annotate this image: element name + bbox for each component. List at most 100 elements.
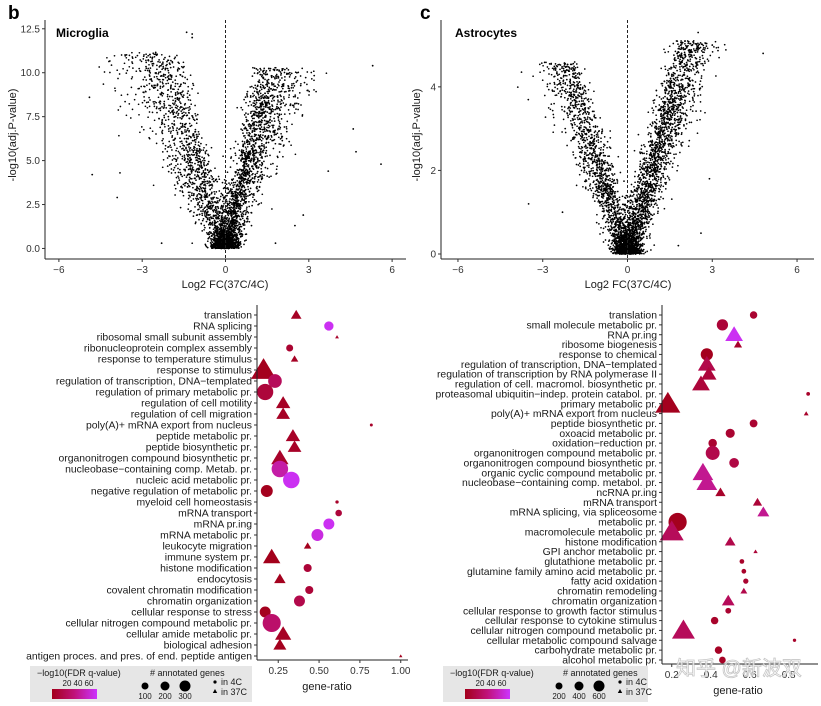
data-point <box>221 224 224 226</box>
data-point <box>283 126 286 128</box>
data-point <box>272 88 275 91</box>
data-point <box>253 130 256 133</box>
data-point <box>276 112 279 115</box>
data-point <box>250 157 253 160</box>
data-point <box>189 74 192 77</box>
data-point <box>310 78 313 80</box>
data-point <box>227 214 230 217</box>
volcano-points-microglia <box>88 31 382 250</box>
data-point <box>158 71 160 74</box>
data-point <box>159 107 162 109</box>
data-point <box>212 198 214 200</box>
data-point <box>246 145 249 148</box>
y-tick-label: 5.0 <box>26 156 40 167</box>
data-point <box>260 69 262 71</box>
data-point <box>190 142 193 144</box>
data-point <box>256 88 258 91</box>
data-point <box>188 146 190 148</box>
data-point <box>238 185 240 188</box>
data-point <box>261 84 264 87</box>
data-point <box>271 105 274 107</box>
data-point <box>143 54 145 56</box>
data-point <box>151 85 153 87</box>
data-point <box>259 112 262 115</box>
data-point <box>220 229 222 231</box>
data-point <box>232 186 235 188</box>
data-point <box>176 68 179 71</box>
data-point <box>113 54 116 57</box>
data-point <box>251 75 254 77</box>
data-point <box>306 71 309 73</box>
data-point <box>190 124 193 127</box>
data-point <box>226 235 229 238</box>
data-point <box>262 128 265 131</box>
data-point <box>580 147 582 150</box>
data-point <box>260 126 263 128</box>
data-point <box>266 73 269 76</box>
data-point <box>236 234 239 237</box>
data-point <box>221 239 223 242</box>
data-point <box>182 183 185 186</box>
data-point <box>175 160 178 163</box>
data-point <box>268 90 271 92</box>
data-point <box>233 203 235 206</box>
data-point <box>601 181 603 183</box>
data-point <box>173 142 176 145</box>
data-point <box>176 182 179 185</box>
data-point <box>178 108 180 111</box>
data-point <box>231 194 234 197</box>
data-point <box>168 164 171 166</box>
data-point <box>258 79 261 81</box>
data-point <box>122 67 124 70</box>
data-point <box>200 204 203 207</box>
data-point <box>565 68 568 71</box>
data-point <box>229 147 232 150</box>
data-point <box>271 120 273 122</box>
data-point <box>149 67 152 69</box>
data-point <box>196 137 198 139</box>
data-point <box>237 215 240 217</box>
data-point <box>240 128 242 130</box>
data-point <box>248 174 251 177</box>
data-point <box>600 166 603 169</box>
data-point <box>262 137 264 140</box>
data-point <box>174 92 177 94</box>
data-point <box>256 99 258 102</box>
data-point <box>179 168 181 171</box>
data-point <box>210 184 212 186</box>
data-point <box>246 165 249 167</box>
data-point <box>269 95 272 97</box>
data-point <box>190 153 193 156</box>
data-point <box>268 82 270 85</box>
data-point <box>265 141 268 144</box>
data-point <box>273 95 276 98</box>
data-point <box>128 103 131 105</box>
data-point <box>148 63 150 66</box>
data-point <box>265 106 267 108</box>
data-point <box>591 142 594 144</box>
data-point <box>215 225 217 228</box>
data-point <box>276 103 279 106</box>
data-point <box>179 102 182 105</box>
data-point <box>255 101 258 104</box>
data-point <box>128 65 131 68</box>
data-point <box>192 186 194 189</box>
data-point <box>611 200 614 203</box>
data-point <box>152 184 155 187</box>
data-point <box>549 82 551 85</box>
data-point <box>172 129 175 132</box>
data-point <box>578 122 581 125</box>
data-point <box>173 166 176 169</box>
data-point <box>217 201 219 204</box>
data-point <box>159 61 161 63</box>
data-point <box>293 106 295 108</box>
data-point <box>194 170 197 173</box>
data-point <box>273 113 276 116</box>
data-point <box>252 155 255 157</box>
data-point <box>246 94 248 96</box>
data-point <box>194 162 196 165</box>
data-point <box>147 67 150 70</box>
data-point <box>245 120 248 123</box>
data-point <box>574 133 577 136</box>
data-point <box>176 105 179 108</box>
